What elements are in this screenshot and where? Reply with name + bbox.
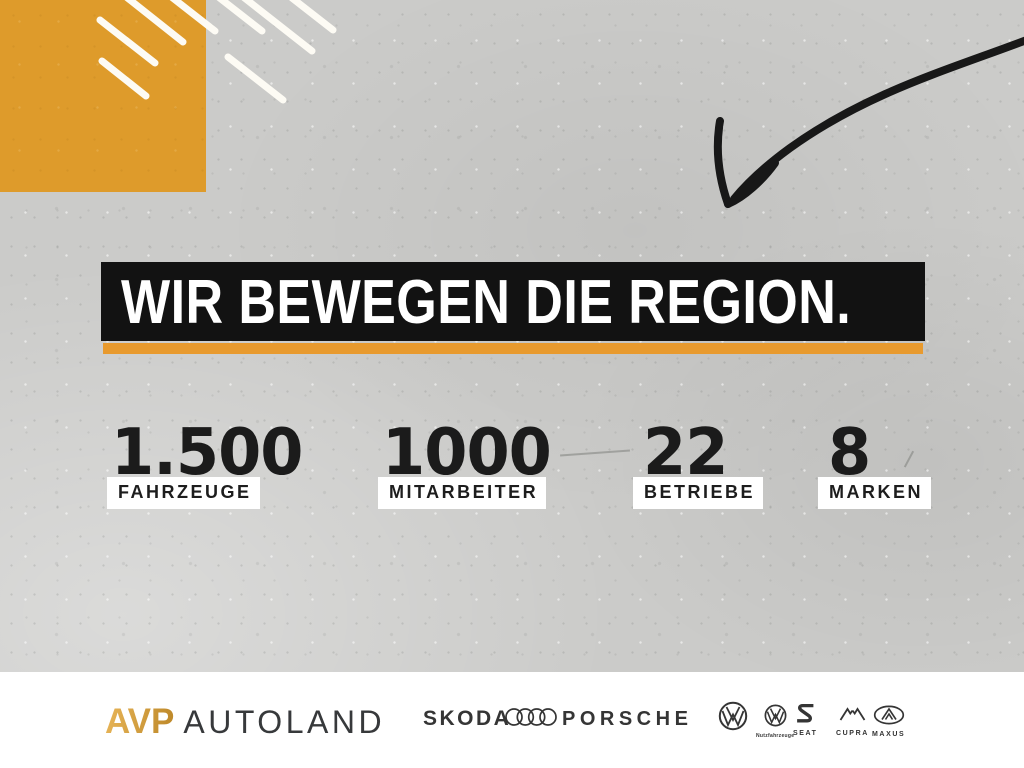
headline-underline (103, 343, 923, 354)
maxus-logo-icon (873, 705, 904, 725)
seat-logo: SEAT (793, 703, 818, 737)
stat-label: MARKEN (818, 477, 931, 509)
stat-label: FAHRZEUGE (107, 477, 260, 509)
stat-label: MITARBEITER (378, 477, 547, 509)
avp-logo-name: AUTOLAND (183, 704, 386, 740)
audi-rings-icon (505, 707, 557, 732)
seat-logo-icon (797, 703, 814, 723)
stat-value: 1.500 (111, 416, 303, 490)
avp-logo-prefix: AVP (105, 702, 175, 741)
skoda-wordmark: SKODA (423, 707, 512, 730)
vw-commercial-caption: Nutzfahrzeuge (756, 733, 795, 739)
headline-text: WIR BEWEGEN DIE REGION. (121, 268, 852, 337)
porsche-wordmark: PORSCHE (562, 708, 693, 730)
stat-value: 1000 (382, 416, 552, 490)
cupra-caption: CUPRA (836, 730, 869, 737)
stat-value: 8 (828, 416, 871, 490)
maxus-caption: MAXUS (872, 731, 906, 738)
headline-banner: WIR BEWEGEN DIE REGION. (101, 262, 925, 341)
maxus-logo: MAXUS (872, 705, 905, 738)
seat-caption: SEAT (793, 730, 818, 737)
scratch-mark (560, 449, 630, 456)
stat-value: 22 (643, 416, 728, 490)
cupra-logo: CUPRA (836, 704, 869, 737)
cupra-logo-icon (839, 707, 866, 721)
vw-commercial-roundel-icon (764, 704, 787, 727)
orange-square-decoration (0, 0, 206, 192)
scratch-mark (903, 450, 914, 468)
stat-label: BETRIEBE (633, 477, 764, 509)
avp-autoland-logo: AVP AUTOLAND (105, 702, 385, 742)
vw-roundel-icon (718, 701, 748, 736)
footer-bar (0, 672, 1024, 768)
vw-commercial-logo: Nutzfahrzeuge (756, 704, 794, 739)
